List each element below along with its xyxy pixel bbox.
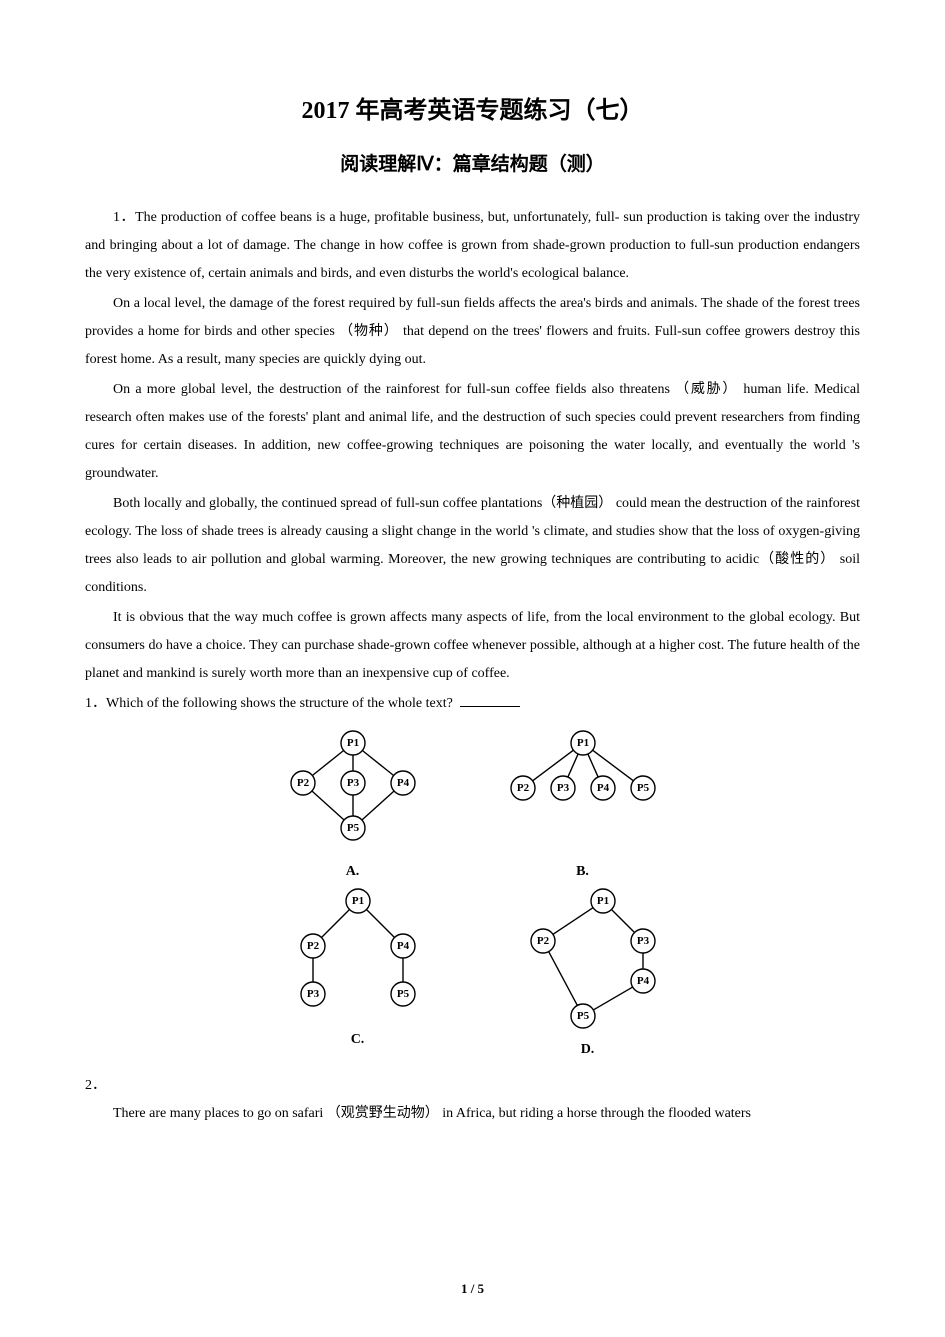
diagram-d-label: D. [581,1042,595,1058]
svg-text:P2: P2 [306,940,319,952]
page-footer: 1 / 5 [0,1281,945,1297]
svg-text:P2: P2 [296,777,309,789]
diagram-a: P1 P2 P3 P4 P5 A. [278,728,428,880]
svg-text:P4: P4 [396,940,409,952]
diagram-d: P1 P2 P3 P4 P5 D. [508,886,668,1058]
diagram-row-1: P1 P2 P3 P4 P5 A. P1 P2 P3 P4 P5 B. [278,728,668,880]
paragraph-4: Both locally and globally, the continued… [85,490,860,602]
diagram-b-label: B. [576,864,589,880]
svg-text:P4: P4 [636,975,649,987]
svg-text:P3: P3 [346,777,359,789]
question-1-text: 1．Which of the following shows the struc… [85,696,453,711]
svg-text:P1: P1 [351,895,363,907]
paragraph-2: On a local level, the damage of the fore… [85,290,860,374]
svg-text:P1: P1 [346,737,358,749]
diagram-a-svg: P1 P2 P3 P4 P5 [278,728,428,858]
paragraph-5: It is obvious that the way much coffee i… [85,604,860,688]
svg-text:P3: P3 [306,988,319,1000]
svg-text:P1: P1 [576,737,588,749]
answer-blank [460,706,520,707]
svg-text:P1: P1 [596,895,608,907]
diagram-c: P1 P2 P4 P3 P5 C. [278,886,438,1048]
diagram-c-svg: P1 P2 P4 P3 P5 [278,886,438,1026]
svg-text:P4: P4 [596,782,609,794]
question-2-number: 2． [85,1072,860,1100]
question-2-text: There are many places to go on safari （观… [85,1100,860,1128]
svg-text:P3: P3 [636,935,649,947]
diagram-b-svg: P1 P2 P3 P4 P5 [498,728,668,858]
svg-text:P5: P5 [346,822,359,834]
page-subtitle: 阅读理解Ⅳ：篇章结构题（测） [85,149,860,176]
svg-text:P2: P2 [536,935,549,947]
diagram-a-label: A. [346,864,360,880]
diagram-d-svg: P1 P2 P3 P4 P5 [508,886,668,1036]
svg-text:P3: P3 [556,782,569,794]
paragraph-1: 1．The production of coffee beans is a hu… [85,204,860,288]
paragraph-3: On a more global level, the destruction … [85,376,860,488]
svg-text:P5: P5 [576,1010,589,1022]
structure-diagrams: P1 P2 P3 P4 P5 A. P1 P2 P3 P4 P5 B. P1 P2 P4 P3 P5 C… [85,728,860,1058]
svg-text:P5: P5 [636,782,649,794]
diagram-row-2: P1 P2 P4 P3 P5 C. P1 P2 P3 P4 P5 D. [278,886,668,1058]
svg-text:P5: P5 [396,988,409,1000]
diagram-c-label: C. [351,1032,365,1048]
page-title: 2017 年高考英语专题练习（七） [85,90,860,125]
diagram-b: P1 P2 P3 P4 P5 B. [498,728,668,880]
svg-text:P2: P2 [516,782,529,794]
svg-text:P4: P4 [396,777,409,789]
question-1: 1．Which of the following shows the struc… [85,690,860,718]
